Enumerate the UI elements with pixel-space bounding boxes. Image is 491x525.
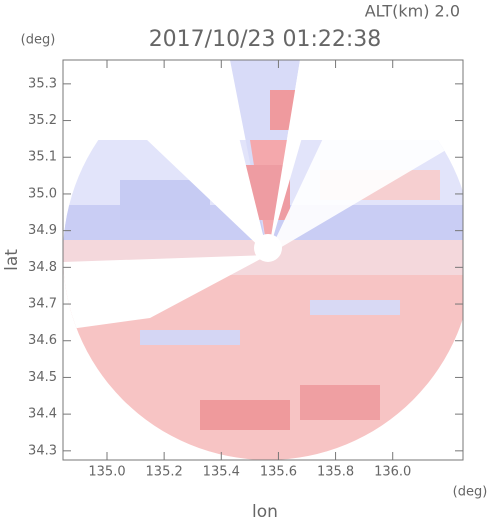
x-tick-label: 135.8 <box>317 465 354 480</box>
y-tick-label: 34.5 <box>28 370 57 385</box>
y-unit: (deg) <box>21 33 56 48</box>
y-tick-label: 35.3 <box>28 76 57 91</box>
x-tick-label: 135.2 <box>146 465 183 480</box>
y-tick-label: 34.8 <box>28 260 57 275</box>
x-unit: (deg) <box>453 485 488 500</box>
y-tick-label: 34.9 <box>28 223 57 238</box>
x-tick-label: 135.0 <box>88 465 125 480</box>
y-tick-label: 35.0 <box>28 186 57 201</box>
y-axis-label: lat <box>2 249 22 271</box>
axes: 135.0 135.2 135.4 135.6 135.8 136.0 34.3 34.4 34… <box>28 60 463 480</box>
y-tick-label: 35.2 <box>28 113 57 128</box>
x-tick-label: 136.0 <box>374 465 411 480</box>
y-tick-label: 35.1 <box>28 150 57 165</box>
x-tick-label: 135.6 <box>260 465 297 480</box>
x-axis-label: lon <box>252 502 278 521</box>
altitude: ALT(km) 2.0 <box>365 2 460 21</box>
y-tick-label: 34.6 <box>28 333 57 348</box>
x-tick-label: 135.4 <box>203 465 240 480</box>
radar-field <box>63 60 463 460</box>
chart-title: 2017/10/23 01:22:38 <box>149 27 382 52</box>
plot-frame <box>62 59 464 461</box>
y-tick-label: 34.3 <box>28 443 57 458</box>
y-tick-label: 34.7 <box>28 297 57 312</box>
y-tick-label: 34.4 <box>28 407 57 422</box>
